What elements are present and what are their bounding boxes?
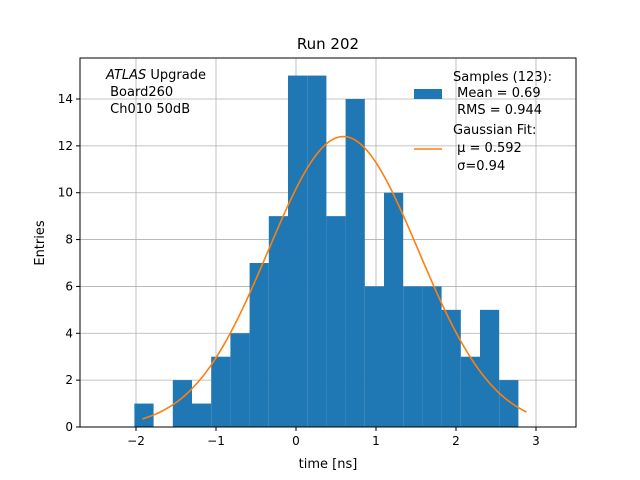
histogram-bar	[172, 380, 192, 427]
x-axis-label: time [ns]	[299, 457, 358, 472]
histogram-bar	[384, 192, 404, 427]
x-axis-ticks: −2 −1 0 1 2 3	[127, 427, 540, 448]
histogram-bar	[307, 75, 327, 428]
histogram-bar	[460, 356, 480, 427]
histogram-bar	[230, 333, 250, 427]
legend: Samples (123): Mean = 0.69 RMS = 0.944 G…	[414, 70, 552, 174]
legend-fit-mu: μ = 0.592	[453, 141, 522, 156]
board-text: Board260	[106, 85, 173, 100]
chart-title: Run 202	[297, 35, 359, 53]
svg-text:ATLAS Upgrade: ATLAS Upgrade	[105, 68, 206, 83]
y-axis-label: Entries	[33, 220, 48, 266]
legend-samples-rms: RMS = 0.944	[453, 103, 542, 118]
legend-samples-title: Samples (123):	[453, 70, 552, 85]
y-tick-label: 14	[58, 92, 73, 106]
histogram-bars	[134, 75, 519, 428]
y-tick-label: 0	[65, 420, 73, 434]
histogram-bar	[288, 75, 308, 428]
legend-samples-mean: Mean = 0.69	[453, 86, 541, 101]
legend-samples-swatch	[414, 89, 442, 99]
gaussian-fit-curve	[142, 135, 527, 420]
histogram-bar	[249, 263, 269, 427]
histogram-bar	[211, 356, 231, 427]
histogram-bar	[403, 286, 423, 427]
histogram-bar	[345, 99, 365, 427]
atlas-text: ATLAS	[105, 68, 146, 83]
x-tick-label: 0	[292, 434, 300, 448]
x-tick-label: 1	[372, 434, 380, 448]
histogram-bar	[364, 286, 384, 427]
atlas-annotation: ATLAS Upgrade Board260 Ch010 50dB	[105, 68, 206, 117]
y-tick-label: 12	[58, 139, 73, 153]
y-tick-label: 8	[65, 233, 73, 247]
legend-fit-sigma: σ=0.94	[453, 159, 505, 174]
gaussian-fit-line	[142, 135, 527, 420]
histogram-bar	[192, 403, 212, 427]
histogram-bar	[499, 380, 519, 427]
channel-text: Ch010 50dB	[106, 102, 190, 117]
atlas-upgrade-text: Upgrade	[146, 68, 206, 83]
y-tick-label: 2	[65, 373, 73, 387]
histogram-bar	[480, 309, 500, 427]
legend-fit-title: Gaussian Fit:	[453, 123, 536, 138]
plot-frame	[79, 57, 577, 428]
histogram-bar	[134, 403, 154, 427]
y-tick-label: 6	[65, 279, 73, 293]
x-tick-label: 2	[452, 434, 460, 448]
histogram-bar	[268, 216, 288, 427]
x-tick-label: −2	[127, 434, 145, 448]
x-tick-label: 3	[532, 434, 540, 448]
x-tick-label: −1	[207, 434, 225, 448]
histogram-bar	[441, 309, 461, 427]
histogram-bar	[422, 286, 442, 427]
y-tick-label: 4	[65, 326, 73, 340]
histogram-bar	[326, 216, 346, 427]
y-tick-label: 10	[58, 186, 73, 200]
y-axis-ticks: 0 2 4 6 8 10 12 14	[58, 92, 80, 434]
